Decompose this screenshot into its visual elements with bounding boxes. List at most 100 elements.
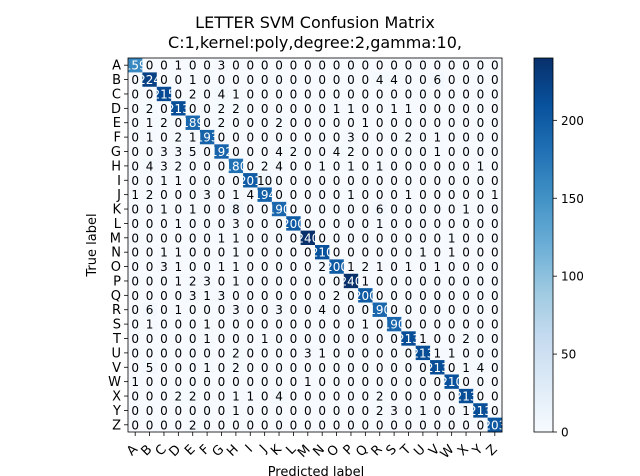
cell-value-label: 1 (232, 390, 240, 404)
heatmap-cell (343, 158, 359, 174)
cell-value-label: 0 (462, 246, 470, 260)
heatmap-cell (243, 374, 258, 390)
cell-value-label: 0 (304, 203, 312, 217)
heatmap-cell (171, 86, 186, 102)
cell-value-label: 0 (304, 159, 312, 173)
cell-value-label: 0 (261, 375, 269, 389)
cell-value-label: 0 (333, 246, 341, 260)
heatmap-cell (300, 230, 316, 246)
cell-value-label: 0 (261, 203, 269, 217)
cell-value-label: 0 (261, 131, 269, 145)
heatmap-cell (444, 388, 460, 404)
heatmap-cell (286, 388, 302, 404)
heatmap-cell (142, 360, 158, 375)
cell-value-label: 0 (405, 303, 413, 317)
cell-value-label: 0 (405, 318, 413, 332)
cell-value-label: 0 (290, 131, 298, 145)
heatmap-cell (128, 360, 143, 375)
cell-value-label: 0 (232, 375, 240, 389)
heatmap-cell (199, 331, 215, 347)
heatmap-cell (199, 58, 215, 73)
cell-value-label: 0 (419, 375, 427, 389)
cell-value-label: 0 (448, 159, 456, 173)
heatmap-cell (372, 316, 388, 332)
cell-value-label: 0 (261, 260, 269, 274)
heatmap-cell (487, 403, 503, 419)
cell-value-label: 0 (246, 159, 254, 173)
cell-value-label: 1 (405, 102, 413, 116)
cell-value-label: 0 (462, 217, 470, 231)
cell-value-label: 0 (246, 102, 254, 116)
cell-value-label: 0 (261, 289, 269, 303)
cell-value-label: 0 (175, 375, 183, 389)
cell-value-label: 0 (419, 102, 427, 116)
heatmap-cell (243, 144, 258, 160)
heatmap-cell (128, 201, 143, 217)
heatmap-cell (415, 187, 431, 203)
heatmap-cell (487, 216, 503, 232)
heatmap-cell (343, 403, 359, 419)
heatmap-cell (372, 144, 388, 160)
heatmap-cell (271, 273, 287, 289)
heatmap-cell (156, 388, 172, 404)
heatmap-cell (487, 417, 503, 433)
cell-value-label: 0 (333, 203, 341, 217)
cell-value-label: 1 (131, 188, 139, 202)
heatmap-cell (444, 158, 460, 174)
heatmap-cell (128, 417, 143, 433)
cell-value-label: 2 (189, 87, 197, 101)
cell-value-label: 0 (390, 59, 398, 73)
cell-value-label: 0 (333, 174, 341, 188)
heatmap-cell (271, 230, 287, 246)
cell-value-label: 0 (362, 361, 370, 375)
heatmap-cell (199, 230, 215, 246)
heatmap-cell (171, 72, 186, 88)
heatmap-cell (243, 187, 258, 203)
cell-value-label: 1 (232, 274, 240, 288)
heatmap-cell (142, 316, 158, 332)
cell-value-label: 3 (390, 404, 398, 418)
heatmap-cell (271, 245, 287, 260)
cell-value-label: 201 (239, 174, 262, 188)
cell-value-label: 0 (146, 203, 154, 217)
heatmap-cell (372, 245, 388, 260)
heatmap-cell (315, 129, 330, 145)
heatmap-cell (372, 173, 388, 188)
cell-value-label: 0 (189, 159, 197, 173)
cell-value-label: 0 (405, 174, 413, 188)
cell-value-label: 0 (218, 318, 226, 332)
heatmap-cell (473, 417, 489, 433)
cell-value-label: 0 (275, 318, 283, 332)
cell-value-label: 200 (282, 217, 305, 231)
cell-value-label: 0 (146, 246, 154, 260)
cell-value-label: 0 (462, 59, 470, 73)
heatmap-cell (271, 374, 287, 390)
cell-value-label: 0 (218, 346, 226, 360)
heatmap-cell (142, 302, 158, 318)
heatmap-cell (156, 245, 172, 260)
heatmap-cell (271, 72, 287, 88)
heatmap-cell (128, 173, 143, 188)
heatmap-cell (228, 129, 244, 145)
cell-value-label: 0 (318, 145, 326, 159)
cell-value-label: 0 (419, 131, 427, 145)
heatmap-cell (473, 288, 489, 303)
cell-value-label: 0 (218, 332, 226, 346)
heatmap-cell (128, 72, 143, 88)
y-tick-label: H (111, 159, 121, 174)
heatmap-cell (185, 374, 201, 390)
heatmap-cell (401, 158, 417, 174)
cell-value-label: 1 (189, 131, 197, 145)
heatmap-cell (358, 58, 373, 73)
cell-value-label: 0 (318, 174, 326, 188)
cell-value-label: 0 (419, 174, 427, 188)
cell-value-label: 0 (218, 361, 226, 375)
heatmap-cell (214, 273, 230, 289)
cell-value-label: 1 (146, 131, 154, 145)
cell-value-label: 1 (333, 102, 341, 116)
cell-value-label: 1 (419, 404, 427, 418)
colorbar-tick-label: 150 (561, 192, 584, 206)
heatmap-cell (199, 374, 215, 390)
heatmap-cell (214, 144, 230, 160)
